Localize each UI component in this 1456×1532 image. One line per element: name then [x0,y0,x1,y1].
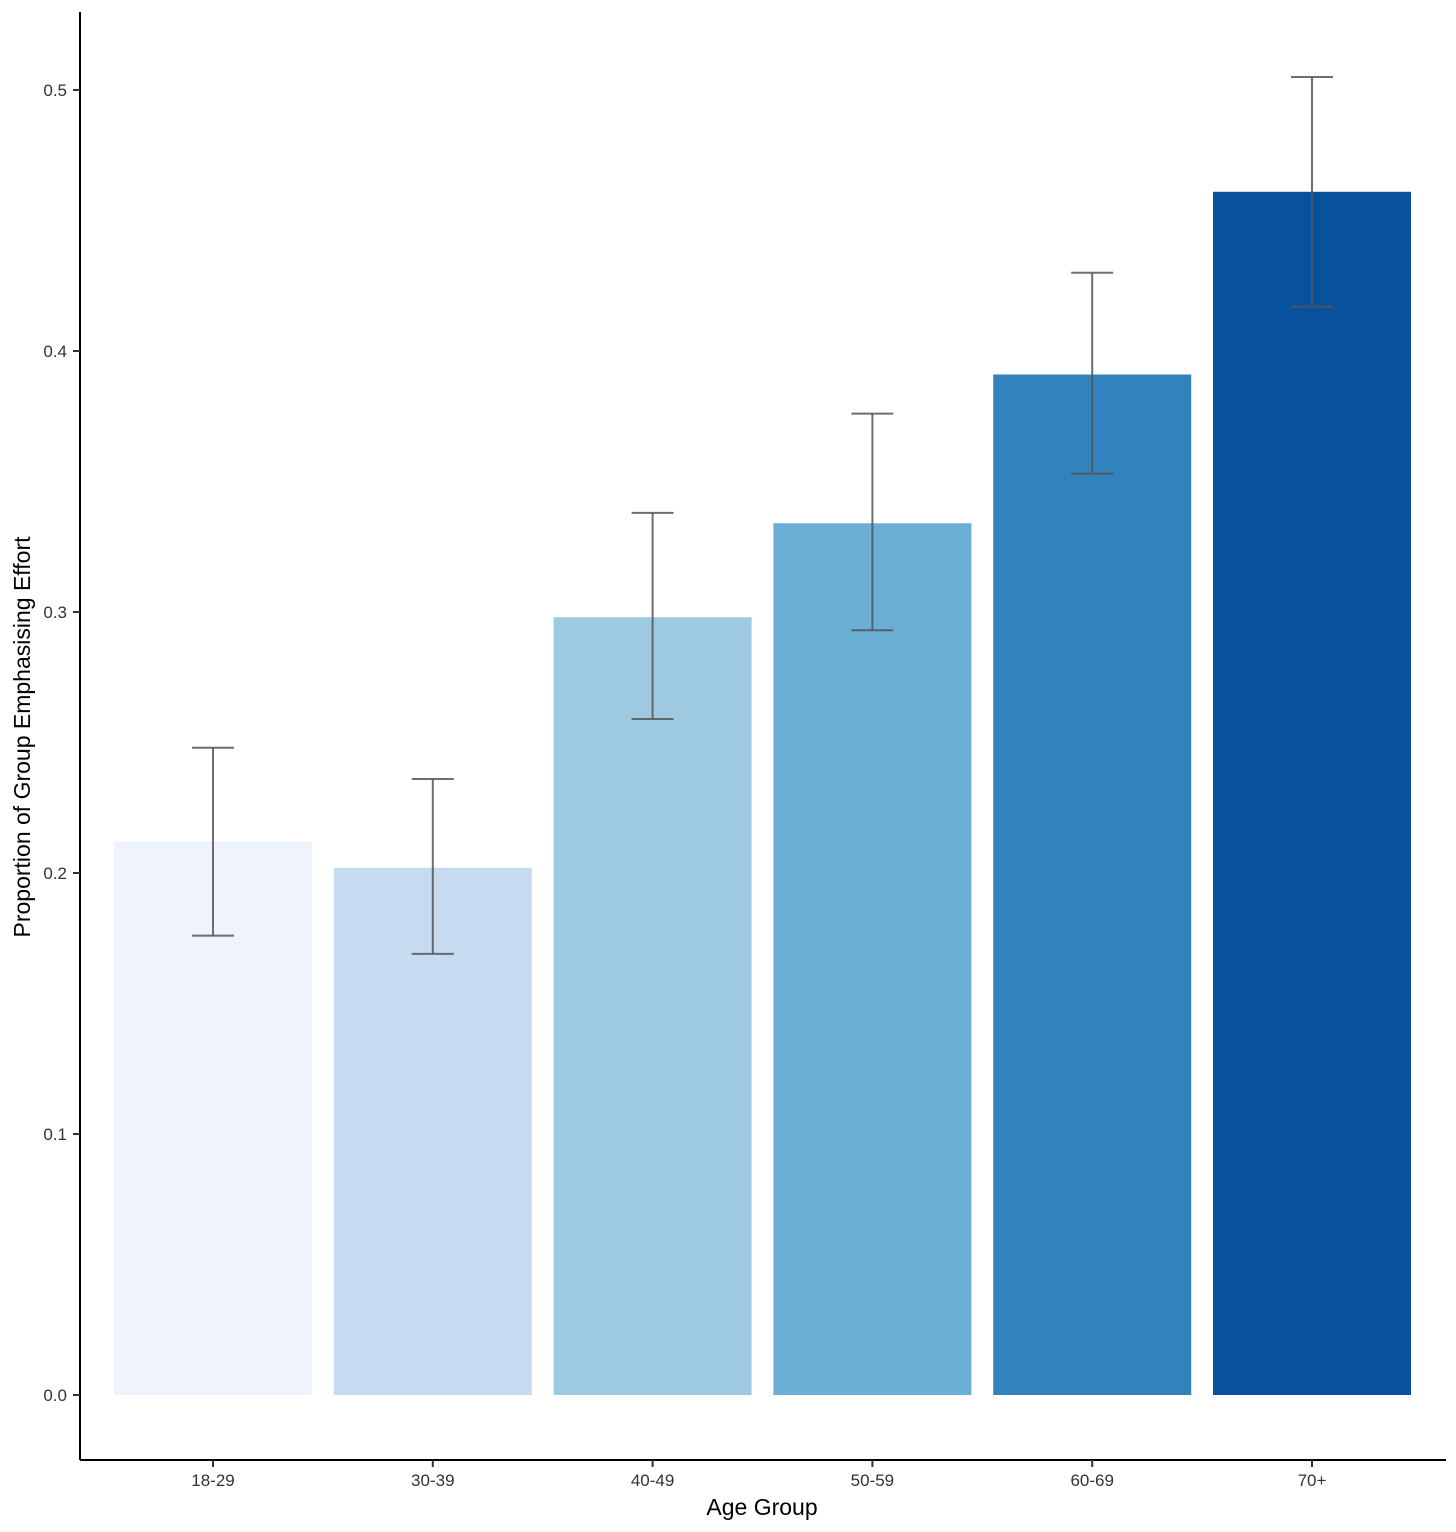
error-bars-group [192,75,1333,955]
bar-50-59 [773,523,972,1395]
x-tick-label: 70+ [1298,1471,1327,1490]
error-bar-60-69 [1071,271,1114,475]
x-tick-label: 18-29 [191,1471,234,1490]
error-bar-40-49 [631,511,674,721]
x-tick-label: 40-49 [631,1471,674,1490]
bar-60-69 [993,374,1192,1395]
x-axis-title: Age Group [706,1494,817,1520]
y-ticks-group: 0.0 0.1 0.2 0.3 0.4 0.5 [43,81,80,1405]
x-tick-label: 50-59 [851,1471,894,1490]
bar-40-49 [553,617,752,1395]
y-tick-label: 0.5 [43,81,67,100]
axes-group [79,12,1446,1461]
y-tick-label: 0.4 [43,342,67,361]
error-bar-50-59 [851,412,894,632]
error-bar-70+ [1291,75,1333,308]
x-tick-label: 30-39 [411,1471,454,1490]
x-tick-label: 60-69 [1070,1471,1113,1490]
y-tick-label: 0.1 [43,1125,67,1144]
y-tick-label: 0.2 [43,864,67,883]
bars-group [114,191,1411,1395]
x-ticks-group: 18-29 30-39 40-49 50-59 60-69 70+ [191,1460,1326,1490]
y-tick-label: 0.3 [43,603,67,622]
bar-30-39 [333,867,532,1395]
bar-70+ [1213,191,1411,1395]
error-bar-30-39 [411,778,454,955]
error-bar-18-29 [192,746,234,937]
y-axis-title: Proportion of Group Emphasising Effort [9,536,35,938]
y-tick-label: 0.0 [43,1386,67,1405]
